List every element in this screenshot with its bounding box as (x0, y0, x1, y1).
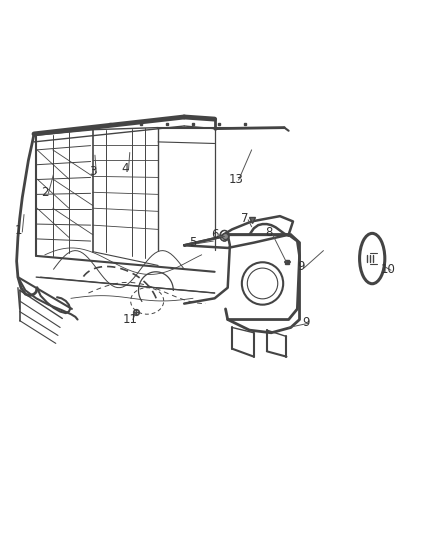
Text: 9: 9 (297, 260, 304, 273)
Text: 11: 11 (122, 313, 137, 326)
Text: 7: 7 (241, 212, 249, 225)
Text: 1: 1 (15, 224, 22, 237)
Text: 8: 8 (265, 225, 273, 239)
Text: 9: 9 (302, 316, 310, 329)
Text: 3: 3 (89, 165, 96, 177)
Text: 4: 4 (122, 162, 129, 175)
Text: 10: 10 (381, 263, 396, 276)
Text: 5: 5 (189, 236, 197, 249)
Text: 13: 13 (229, 173, 244, 185)
Text: 2: 2 (41, 186, 49, 199)
Text: 6: 6 (211, 228, 219, 241)
